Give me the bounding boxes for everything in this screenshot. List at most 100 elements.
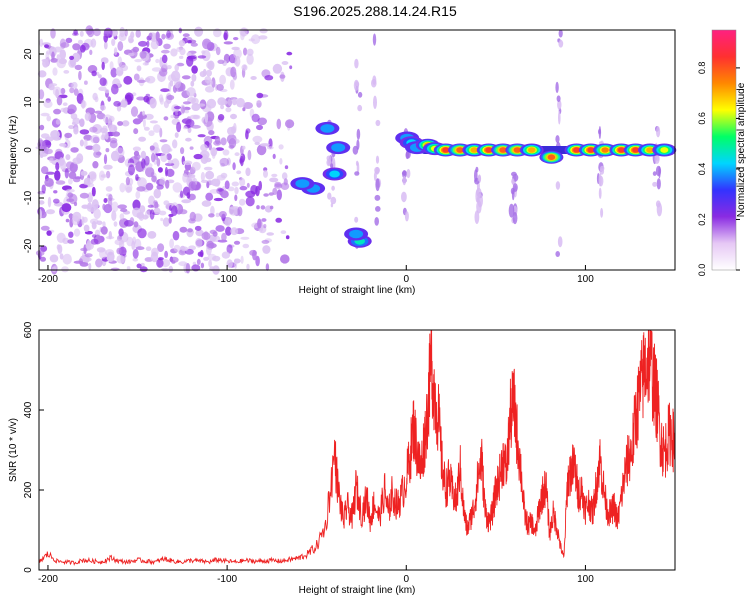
noise-speck [263, 169, 268, 178]
noise-speck [272, 153, 276, 159]
noise-speck [146, 40, 150, 48]
noise-speck [201, 50, 206, 54]
noise-speck [169, 256, 179, 263]
streak-speck [656, 126, 661, 138]
noise-speck [52, 67, 58, 76]
noise-speck [256, 144, 267, 156]
noise-speck [200, 144, 208, 152]
noise-speck [157, 167, 163, 173]
noise-speck [215, 212, 220, 218]
noise-speck [124, 92, 134, 103]
noise-speck [76, 153, 84, 164]
noise-speck [100, 57, 109, 64]
spectral-blob [485, 147, 493, 153]
noise-speck [193, 114, 201, 120]
noise-speck [158, 94, 164, 103]
noise-speck [66, 198, 75, 202]
noise-speck [109, 61, 114, 70]
x-tick-label: -200 [38, 274, 58, 285]
noise-speck [274, 183, 283, 189]
noise-speck [65, 154, 71, 161]
noise-speck [133, 73, 140, 81]
noise-speck [268, 192, 274, 196]
noise-speck [113, 221, 118, 227]
noise-speck [208, 259, 213, 268]
noise-speck [142, 62, 149, 66]
noise-speck [90, 238, 99, 245]
noise-speck [143, 95, 150, 103]
streak-speck [353, 79, 359, 91]
streak-speck [371, 78, 377, 88]
noise-speck [190, 80, 195, 87]
noise-speck [243, 64, 247, 70]
noise-speck [44, 44, 49, 48]
noise-speck [167, 159, 174, 164]
noise-speck [166, 153, 172, 161]
noise-speck [245, 167, 251, 177]
noise-speck [59, 253, 64, 260]
streak-speck [373, 171, 377, 182]
y-tick-label: 10 [23, 96, 34, 108]
noise-speck [205, 192, 214, 201]
noise-speck [182, 173, 188, 183]
streak-speck [375, 206, 381, 212]
noise-speck [188, 174, 196, 178]
noise-speck [233, 37, 239, 41]
noise-speck [68, 171, 77, 180]
noise-speck [276, 118, 282, 130]
noise-speck [204, 157, 212, 163]
noise-speck [171, 158, 180, 169]
noise-speck [233, 240, 241, 245]
streak-speck [474, 169, 478, 183]
noise-speck [35, 250, 45, 256]
noise-speck [186, 52, 192, 57]
streak-speck [326, 155, 332, 161]
noise-speck [68, 178, 73, 185]
noise-speck [223, 41, 233, 45]
noise-speck [38, 200, 45, 205]
noise-speck [153, 188, 162, 199]
noise-speck [79, 192, 89, 199]
noise-speck [191, 74, 197, 82]
noise-speck [242, 107, 246, 112]
noise-speck [172, 182, 183, 193]
noise-speck [53, 190, 58, 194]
noise-speck [261, 239, 270, 244]
noise-speck [103, 198, 108, 203]
spectral-blob [456, 147, 464, 153]
noise-speck [241, 145, 246, 150]
noise-speck [243, 47, 248, 56]
streak-speck [401, 191, 407, 203]
streak-speck [555, 251, 560, 257]
noise-speck [200, 179, 209, 183]
noise-speck [119, 182, 126, 193]
noise-speck [89, 126, 98, 133]
spectral-blob [660, 147, 669, 153]
snr-frame [38, 329, 676, 571]
noise-speck [89, 49, 93, 55]
streak-speck [375, 119, 381, 127]
noise-speck [129, 217, 135, 226]
noise-speck [61, 266, 69, 273]
noise-speck [79, 30, 84, 37]
noise-speck [138, 136, 147, 142]
noise-speck [191, 65, 198, 74]
spectral-blob [528, 147, 536, 153]
noise-speck [132, 207, 142, 218]
noise-speck [133, 221, 139, 228]
noise-speck [41, 184, 46, 194]
noise-speck [171, 205, 178, 216]
noise-speck [44, 141, 52, 146]
noise-speck [73, 177, 81, 183]
spectral-blob [329, 170, 340, 178]
noise-speck [262, 245, 271, 254]
noise-speck [219, 74, 227, 85]
noise-speck [188, 181, 197, 191]
noise-speck [240, 236, 250, 240]
noise-speck [246, 48, 254, 56]
noise-speck [227, 186, 235, 192]
streak-speck [477, 175, 481, 182]
noise-speck [266, 146, 274, 150]
noise-speck [121, 120, 130, 127]
noise-speck [84, 112, 91, 121]
